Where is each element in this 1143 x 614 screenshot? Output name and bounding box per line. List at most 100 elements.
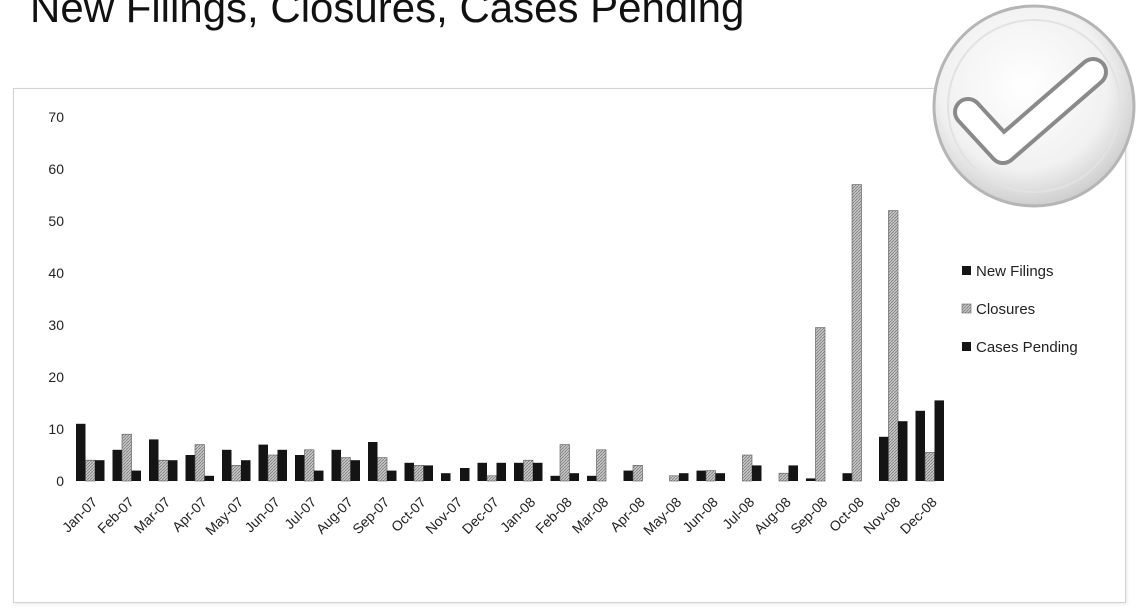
x-tick-label: Jun-08 xyxy=(679,494,721,536)
x-tick-label: Mar-07 xyxy=(131,494,174,537)
bar-cases-pending xyxy=(277,449,287,481)
x-tick-label: Dec-07 xyxy=(459,494,502,537)
bar-new-filings xyxy=(222,449,232,481)
bar-closures xyxy=(158,459,169,482)
x-tick-label: Sep-07 xyxy=(349,494,392,537)
bar-closures xyxy=(85,459,96,482)
legend-swatch xyxy=(961,303,972,314)
bar-cases-pending xyxy=(569,473,579,481)
bar-new-filings xyxy=(842,473,852,481)
bar-new-filings xyxy=(149,439,159,481)
bar-cases-pending xyxy=(314,470,324,481)
legend-label: Cases Pending xyxy=(976,339,1078,356)
bar-new-filings xyxy=(623,470,633,481)
bar-cases-pending xyxy=(460,468,470,481)
legend-swatch xyxy=(962,266,971,275)
x-tick-label: Feb-08 xyxy=(532,494,575,537)
y-tick-label: 0 xyxy=(56,473,64,489)
bar-new-filings xyxy=(879,436,889,481)
y-tick-label: 50 xyxy=(48,213,64,229)
x-tick-label: Aug-08 xyxy=(751,494,794,537)
x-tick-label: Oct-08 xyxy=(826,494,867,535)
bar-new-filings xyxy=(587,475,597,481)
chart-title: New Filings, Closures, Cases Pending xyxy=(30,0,745,31)
bar-cases-pending xyxy=(95,460,105,481)
y-tick-label: 60 xyxy=(48,161,64,177)
bar-new-filings xyxy=(550,475,560,481)
bar-cases-pending xyxy=(533,462,543,481)
bar-cases-pending xyxy=(496,462,506,481)
bar-cases-pending xyxy=(387,470,397,481)
bar-new-filings xyxy=(514,462,524,481)
bar-cases-pending xyxy=(168,460,178,481)
bar-closures xyxy=(194,444,205,482)
legend-swatch xyxy=(962,342,971,351)
bar-closures xyxy=(815,327,826,482)
bar-cases-pending xyxy=(350,460,360,481)
bar-cases-pending xyxy=(898,421,908,481)
x-tick-label: Jan-08 xyxy=(497,494,539,536)
legend-label: Closures xyxy=(976,301,1035,318)
x-tick-label: Nov-08 xyxy=(860,494,903,537)
x-tick-label: Oct-07 xyxy=(388,494,429,535)
y-axis: 0 10 20 30 40 50 60 70 xyxy=(48,109,64,489)
bar-closures xyxy=(377,457,388,482)
bar-closures xyxy=(559,444,570,482)
bar-closures xyxy=(267,454,278,482)
bar-cases-pending xyxy=(423,465,433,481)
bar-cases-pending xyxy=(715,473,725,481)
bar-new-filings xyxy=(295,455,305,481)
bar-closures xyxy=(742,454,753,482)
bar-new-filings xyxy=(806,478,816,481)
x-tick-label: Sep-08 xyxy=(787,494,830,537)
bar-cases-pending xyxy=(131,470,141,481)
bar-new-filings xyxy=(258,444,268,481)
bar-closures xyxy=(304,449,315,482)
bar-closures xyxy=(778,472,789,482)
chart-frame xyxy=(13,88,1126,603)
legend: New Filings Closures Cases Pending xyxy=(961,263,1078,356)
bar-new-filings xyxy=(76,423,86,481)
bar-new-filings xyxy=(915,410,925,481)
bar-new-filings xyxy=(441,473,451,481)
bar-cases-pending xyxy=(934,400,944,481)
bar-cases-pending xyxy=(204,475,214,481)
bar-new-filings xyxy=(368,442,378,481)
x-tick-label: Dec-08 xyxy=(897,494,940,537)
bar-new-filings xyxy=(404,462,414,481)
bar-new-filings xyxy=(477,462,487,481)
bar-closures xyxy=(851,184,862,482)
bar-new-filings xyxy=(331,449,341,481)
x-tick-label: Feb-07 xyxy=(94,494,137,537)
bar-closures xyxy=(632,465,643,482)
y-tick-label: 30 xyxy=(48,317,64,333)
bar-cases-pending xyxy=(241,460,251,481)
bar-cases-pending xyxy=(752,465,762,481)
bar-cases-pending xyxy=(788,465,798,481)
bar-closures xyxy=(523,459,534,482)
x-tick-label: May-08 xyxy=(640,494,684,538)
y-tick-label: 20 xyxy=(48,369,64,385)
bars xyxy=(76,184,944,482)
bar-closures xyxy=(888,210,899,482)
bar-closures xyxy=(121,433,132,482)
bar-closures xyxy=(705,470,716,482)
bar-cases-pending xyxy=(679,473,689,481)
bar-closures xyxy=(924,452,935,482)
bar-new-filings xyxy=(185,455,195,481)
bar-closures xyxy=(413,465,424,482)
bar-closures xyxy=(669,475,680,482)
x-tick-label: Aug-07 xyxy=(313,494,356,537)
y-tick-label: 70 xyxy=(48,109,64,125)
bar-closures xyxy=(231,465,242,482)
y-tick-label: 10 xyxy=(48,421,64,437)
x-tick-label: Jun-07 xyxy=(241,494,283,536)
bar-new-filings xyxy=(112,449,122,481)
bar-closures xyxy=(486,475,497,482)
bar-closures xyxy=(596,449,607,482)
bar-new-filings xyxy=(696,470,706,481)
x-axis: Jan-07Feb-07Mar-07Apr-07May-07Jun-07Jul-… xyxy=(59,494,940,538)
checkmark-icon xyxy=(932,4,1136,208)
x-tick-label: May-07 xyxy=(202,494,246,538)
